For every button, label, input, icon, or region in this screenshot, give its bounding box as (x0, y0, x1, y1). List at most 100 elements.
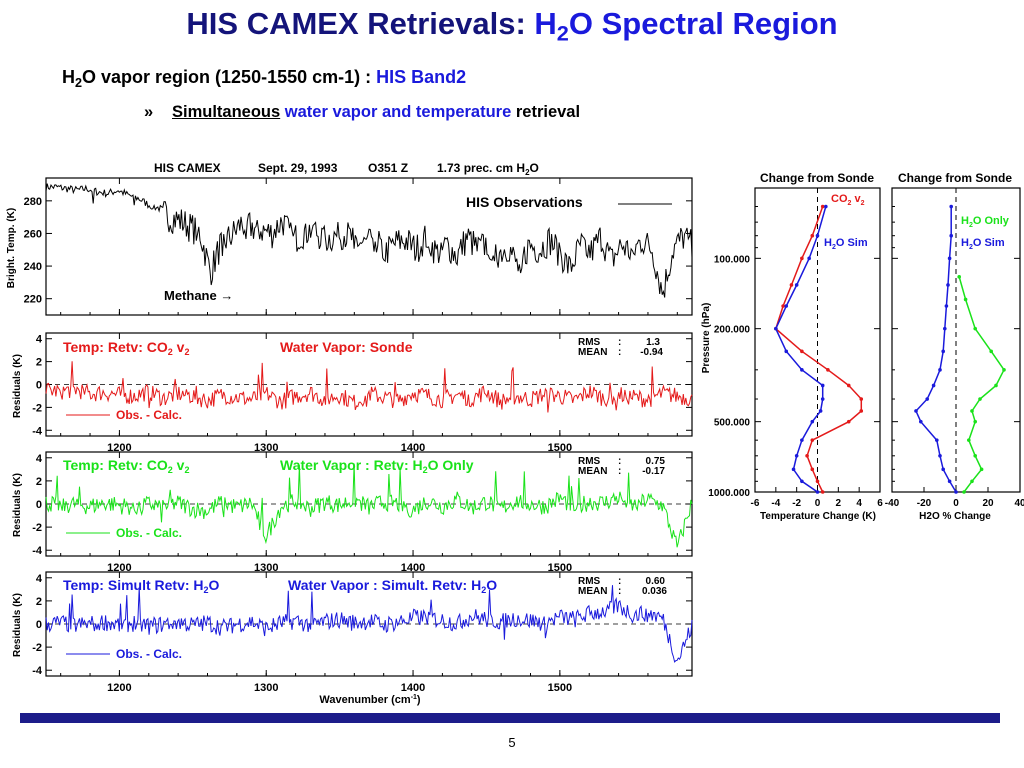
wavenumber-xlabel: Wavenumber (cm-1) (319, 694, 421, 706)
slide-title: HIS CAMEX Retrievals: H2O Spectral Regio… (186, 6, 838, 46)
svg-text::: : (618, 337, 621, 348)
ytick-label-residuals-1: 0 (36, 380, 42, 392)
legend-h2o-sim-temp: H2O Sim (824, 237, 868, 251)
p3-temp-label: Temp: Retv: CO2 v2 (63, 457, 189, 475)
methane-label: Methane → (164, 288, 233, 303)
res1-ylabel: Residuals (K) (12, 354, 23, 418)
series-line-residuals-1 (45, 361, 693, 413)
p4-mean-label: MEAN (578, 586, 607, 597)
svg-text::: : (618, 466, 621, 477)
profile-line-h2o-change-profile (958, 276, 1005, 493)
xtick-label-temperature-change-profile: 4 (856, 498, 862, 509)
p3-rms-value: 0.75 (646, 456, 666, 467)
bullet-h2o-region: H2O vapor region (1250-1550 cm-1) : HIS … (62, 67, 467, 90)
xtick-label-residuals-1: 1500 (548, 442, 572, 454)
p2-mean-label: MEAN (578, 347, 607, 358)
ytick-label-residuals-3: -2 (32, 642, 42, 654)
p3-rms-label: RMS (578, 456, 601, 467)
bullet-simultaneous: » Simultaneous water vapor and temperatur… (144, 103, 581, 121)
p2-mean-value: -0.94 (640, 347, 663, 358)
p4-wv-label: Water Vapor : Simult. Retv: H2O (288, 577, 497, 595)
svg-text::: : (618, 586, 621, 597)
ytick-label-brightness-temperature: 280 (24, 196, 42, 208)
panel1-title-c: O351 Z (368, 161, 408, 175)
svg-text::: : (618, 576, 621, 587)
ytick-label-residuals-1: -4 (32, 425, 43, 437)
p3-mean-value: -0.17 (642, 466, 665, 477)
footer-bar (20, 713, 1000, 723)
panel1-title-b: Sept. 29, 1993 (258, 161, 338, 175)
ytick-label-residuals-2: -2 (32, 522, 42, 534)
p2-legend: Obs. - Calc. (116, 408, 182, 422)
pressure-ylabel: Pressure (hPa) (701, 303, 712, 374)
ytick-label-residuals-1: -2 (32, 402, 42, 414)
xtick-label-h2o-change-profile: 0 (953, 498, 959, 509)
ytick-label-pressure: 200.000 (714, 325, 751, 336)
svg-text::: : (618, 347, 621, 358)
p2-rms-value: 1.3 (646, 337, 660, 348)
profile-line-temperature-change-profile (774, 206, 827, 493)
ytick-label-residuals-3: 4 (36, 573, 43, 585)
page-number: 5 (508, 735, 516, 750)
p3-legend: Obs. - Calc. (116, 526, 182, 540)
p4-temp-label: Temp: Simult Retv: H2O (63, 577, 220, 595)
p2-rms-label: RMS (578, 337, 601, 348)
panel1-ylabel: Bright. Temp. (K) (6, 208, 17, 288)
h2o-change-xlabel: H2O % Change (919, 511, 991, 522)
h2o-profile-title: Change from Sonde (898, 171, 1012, 185)
xtick-label-residuals-3: 1200 (107, 682, 131, 694)
p4-rms-label: RMS (578, 576, 601, 587)
ytick-label-pressure: 1000.000 (708, 488, 750, 499)
ytick-label-pressure: 500.000 (714, 418, 751, 429)
his-observations-label: HIS Observations (466, 194, 583, 210)
series-line-residuals-3 (45, 585, 693, 663)
xtick-label-temperature-change-profile: 2 (836, 498, 842, 509)
profile-line-h2o-change-profile (915, 206, 957, 493)
xtick-label-residuals-2: 1500 (548, 562, 572, 574)
legend-h2o-only: H2O Only (961, 215, 1010, 229)
svg-text::: : (618, 456, 621, 467)
ytick-label-residuals-1: 2 (36, 357, 42, 369)
xtick-label-residuals-1: 1400 (401, 442, 425, 454)
xtick-label-h2o-change-profile: 40 (1014, 498, 1024, 509)
xtick-label-residuals-3: 1300 (254, 682, 278, 694)
ytick-label-residuals-3: 2 (36, 596, 42, 608)
res3-ylabel: Residuals (K) (12, 593, 23, 657)
xtick-label-residuals-2: 1300 (254, 562, 278, 574)
xtick-label-residuals-2: 1400 (401, 562, 425, 574)
xtick-label-h2o-change-profile: -20 (917, 498, 932, 509)
legend-h2o-sim-h2o: H2O Sim (961, 237, 1005, 251)
xtick-label-temperature-change-profile: 6 (877, 498, 883, 509)
ytick-label-residuals-3: -4 (32, 665, 43, 677)
temp-profile-title: Change from Sonde (760, 171, 874, 185)
panel1-title-a: HIS CAMEX (154, 161, 221, 175)
ytick-label-residuals-2: -4 (32, 545, 43, 557)
ytick-label-residuals-2: 2 (36, 476, 42, 488)
series-line-residuals-2 (45, 463, 693, 548)
xtick-label-residuals-1: 1200 (107, 442, 131, 454)
legend-co2-v2: CO2 v2 (831, 193, 865, 207)
ytick-label-residuals-2: 0 (36, 499, 42, 511)
ytick-label-residuals-3: 0 (36, 619, 42, 631)
xtick-label-residuals-1: 1300 (254, 442, 278, 454)
xtick-label-residuals-3: 1500 (548, 682, 572, 694)
xtick-label-residuals-3: 1400 (401, 682, 425, 694)
ytick-label-brightness-temperature: 220 (24, 294, 42, 306)
xtick-label-temperature-change-profile: 0 (815, 498, 821, 509)
p4-rms-value: 0.60 (646, 576, 666, 587)
temp-change-xlabel: Temperature Change (K) (760, 511, 876, 522)
ytick-label-brightness-temperature: 240 (24, 261, 42, 273)
p3-wv-label: Water Vapor : Retv: H2O Only (280, 457, 474, 475)
p4-mean-value: 0.036 (642, 586, 667, 597)
p2-temp-label: Temp: Retv: CO2 v2 (63, 339, 189, 357)
p2-wv-label: Water Vapor: Sonde (280, 339, 413, 355)
ytick-label-pressure: 100.000 (714, 254, 751, 265)
xtick-label-h2o-change-profile: -40 (885, 498, 900, 509)
series-line-brightness-temperature (45, 183, 693, 298)
res2-ylabel: Residuals (K) (12, 473, 23, 537)
ytick-label-brightness-temperature: 260 (24, 228, 42, 240)
xtick-label-h2o-change-profile: 20 (982, 498, 994, 509)
xtick-label-residuals-2: 1200 (107, 562, 131, 574)
xtick-label-temperature-change-profile: -6 (751, 498, 760, 509)
